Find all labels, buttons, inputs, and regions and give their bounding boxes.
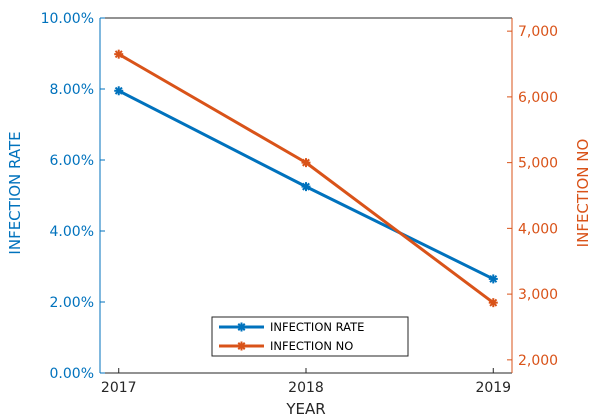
series-2-point (114, 49, 124, 59)
left-tick-label: 0.00% (50, 366, 94, 382)
right-axis-title: INFECTION NO (574, 139, 590, 248)
legend-label-2: INFECTION NO (270, 339, 353, 353)
left-tick-label: 2.00% (50, 295, 94, 311)
series-2-point (488, 298, 498, 308)
plot-frame (99, 17, 513, 374)
series-2-point (301, 158, 311, 168)
legend: INFECTION RATE INFECTION NO (211, 316, 409, 357)
right-tick-label: 3,000 (518, 287, 558, 303)
left-tick-label: 6.00% (50, 153, 94, 169)
left-axis-ticks: 0.00% 2.00% 4.00% 6.00% 8.00% 10.00% (41, 11, 105, 382)
x-tick-label: 2019 (475, 380, 511, 396)
right-tick-label: 6,000 (518, 90, 558, 106)
x-tick-label: 2017 (101, 380, 137, 396)
right-tick-label: 5,000 (518, 156, 558, 172)
x-axis-title: YEAR (285, 400, 325, 418)
right-tick-label: 4,000 (518, 221, 558, 237)
left-axis-title: INFECTION RATE (6, 131, 24, 254)
left-tick-label: 8.00% (50, 82, 94, 98)
left-tick-label: 10.00% (41, 11, 94, 27)
series-1-point (488, 274, 498, 284)
x-tick-label: 2018 (288, 380, 324, 396)
x-axis-ticks: 2017 2018 2019 (101, 368, 511, 396)
legend-marker-1 (237, 322, 246, 332)
series-layer (114, 49, 498, 308)
series-1-point (301, 182, 311, 192)
legend-box (211, 316, 409, 357)
right-tick-label: 7,000 (518, 24, 558, 40)
series-line-2 (117, 52, 495, 304)
right-tick-label: 2,000 (518, 353, 558, 369)
series-1-point (114, 86, 124, 96)
right-axis-ticks: 2,000 3,000 4,000 5,000 6,000 7,000 (507, 24, 558, 369)
legend-marker-2 (237, 341, 246, 351)
left-tick-label: 4.00% (50, 224, 94, 240)
legend-label-1: INFECTION RATE (270, 320, 364, 334)
